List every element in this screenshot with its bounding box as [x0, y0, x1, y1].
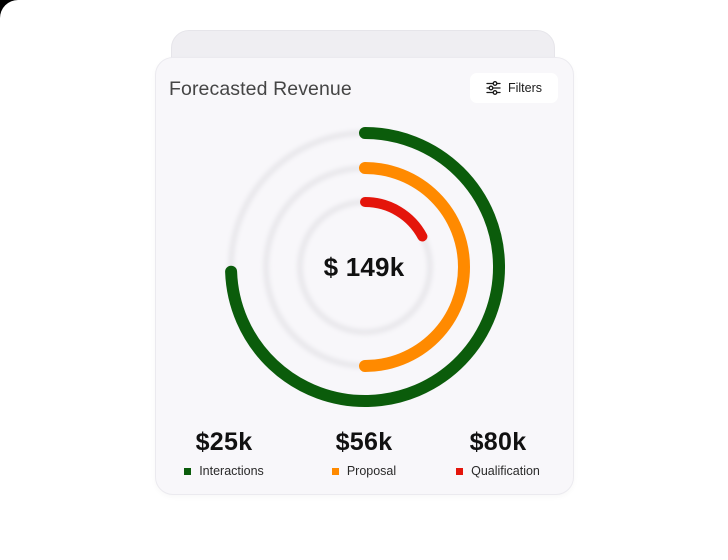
- legend-value: $56k: [335, 428, 393, 456]
- legend-swatch-icon: [456, 467, 464, 475]
- legend-swatch-icon: [331, 467, 339, 475]
- legend-label: Qualification: [471, 464, 540, 478]
- arc-interactions: [225, 127, 506, 407]
- legend-item-qualification: $80k Qualification: [443, 428, 553, 478]
- forecasted-revenue-card: Forecasted Revenue Filters: [155, 57, 574, 495]
- radial-bar-chart: [225, 127, 506, 407]
- card-title: Forecasted Revenue: [169, 78, 352, 100]
- legend-item-proposal: $56k Proposal: [314, 428, 414, 478]
- legend-label: Interactions: [199, 464, 264, 478]
- legend-value: $25k: [195, 428, 253, 456]
- arc-qualification: [360, 197, 428, 242]
- total-value: $ 149k: [323, 252, 405, 282]
- legend-item-interactions: $25k Interactions: [174, 428, 274, 478]
- legend-label: Proposal: [346, 464, 397, 478]
- filters-button[interactable]: Filters: [470, 73, 558, 103]
- arc-proposal: [359, 162, 470, 372]
- legend-swatch-icon: [184, 467, 192, 475]
- sliders-icon: [486, 81, 501, 95]
- legend-value: $80k: [469, 428, 527, 456]
- filters-label: Filters: [507, 81, 543, 95]
